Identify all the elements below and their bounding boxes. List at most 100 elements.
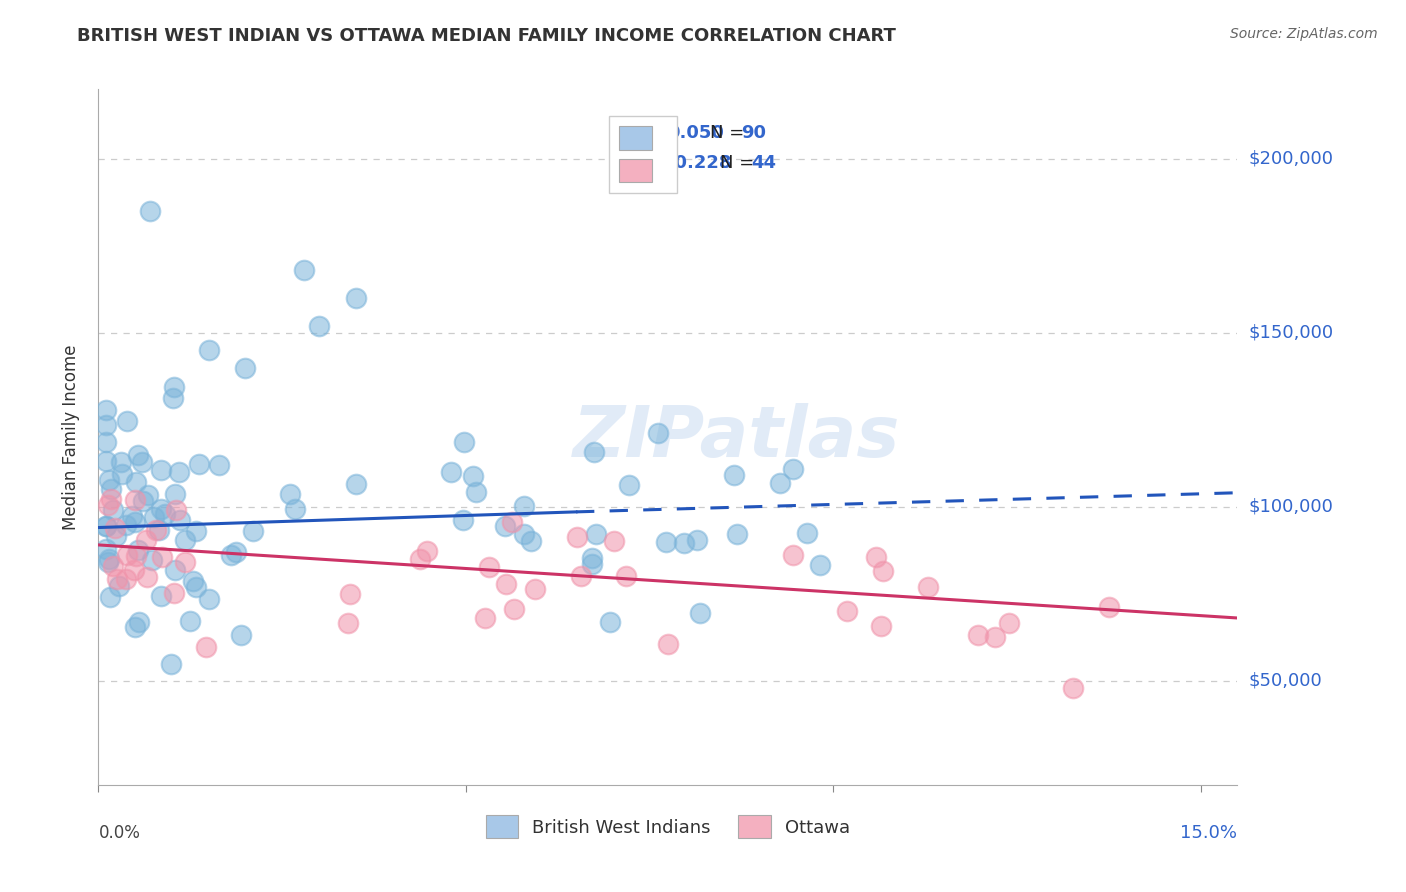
Point xyxy=(998,615,1021,630)
Point xyxy=(150,463,173,477)
Point xyxy=(142,509,165,524)
Legend: British West Indians, Ottawa: British West Indians, Ottawa xyxy=(478,808,858,846)
Point xyxy=(917,580,939,594)
Point xyxy=(520,533,543,548)
Point xyxy=(101,559,124,574)
Point xyxy=(581,551,603,566)
Point xyxy=(229,628,252,642)
Point xyxy=(512,500,534,514)
Point xyxy=(723,468,745,483)
Point xyxy=(148,524,170,538)
Point xyxy=(97,555,120,569)
Point xyxy=(835,604,858,618)
Point xyxy=(495,576,517,591)
Text: 15.0%: 15.0% xyxy=(1180,824,1237,842)
Point xyxy=(127,542,149,557)
Point xyxy=(208,458,231,473)
Point xyxy=(121,509,143,524)
Point xyxy=(796,526,818,541)
Point xyxy=(1098,599,1121,614)
Point xyxy=(686,533,709,547)
Point xyxy=(165,563,187,577)
Point xyxy=(174,555,197,569)
Point xyxy=(181,574,204,588)
Point xyxy=(136,570,159,584)
Point xyxy=(474,611,496,625)
Point xyxy=(966,628,988,642)
Point xyxy=(127,448,149,462)
Point xyxy=(523,582,546,596)
Point xyxy=(108,579,131,593)
Point xyxy=(163,487,186,501)
Point xyxy=(128,615,150,629)
Point xyxy=(135,533,157,548)
Text: ZIPatlas: ZIPatlas xyxy=(572,402,900,472)
Point xyxy=(494,518,516,533)
Point xyxy=(124,515,146,529)
Y-axis label: Median Family Income: Median Family Income xyxy=(62,344,80,530)
Point xyxy=(124,620,146,634)
Point xyxy=(98,473,121,487)
Point xyxy=(97,498,120,512)
Point xyxy=(124,549,146,563)
Text: 44: 44 xyxy=(751,154,776,172)
Point xyxy=(131,455,153,469)
Point xyxy=(105,529,128,543)
Point xyxy=(569,569,592,583)
Text: 0.0%: 0.0% xyxy=(98,824,141,842)
Text: -0.228: -0.228 xyxy=(666,154,731,172)
Point xyxy=(198,592,221,607)
Point xyxy=(501,515,523,529)
Point xyxy=(865,549,887,564)
Point xyxy=(657,637,679,651)
Point xyxy=(461,469,484,483)
Point xyxy=(619,478,641,492)
Point xyxy=(478,560,501,574)
Point xyxy=(465,485,488,500)
Point xyxy=(235,360,257,375)
Point xyxy=(513,526,536,541)
Text: Source: ZipAtlas.com: Source: ZipAtlas.com xyxy=(1230,27,1378,41)
Point xyxy=(165,502,187,516)
Point xyxy=(105,572,128,586)
Point xyxy=(602,534,624,549)
Point xyxy=(96,435,118,450)
Point xyxy=(582,444,605,458)
Point xyxy=(94,519,117,533)
Point xyxy=(115,572,138,586)
Point xyxy=(344,476,367,491)
Text: N =: N = xyxy=(720,154,761,172)
Point xyxy=(197,343,219,357)
Point xyxy=(336,616,359,631)
Point xyxy=(581,558,603,572)
Text: $100,000: $100,000 xyxy=(1249,498,1333,516)
Point xyxy=(169,465,191,479)
Point xyxy=(100,482,122,496)
Point xyxy=(1062,681,1084,695)
Point xyxy=(149,589,172,603)
Text: $150,000: $150,000 xyxy=(1249,324,1333,342)
Point xyxy=(782,462,804,476)
Point xyxy=(115,517,138,532)
Point xyxy=(689,607,711,621)
Point xyxy=(110,467,132,481)
Point xyxy=(160,657,183,671)
Point xyxy=(139,203,162,218)
Point xyxy=(870,619,893,633)
Point xyxy=(145,524,167,538)
Point xyxy=(115,548,138,562)
Text: $200,000: $200,000 xyxy=(1249,150,1333,168)
Point xyxy=(502,601,524,615)
Point xyxy=(136,488,159,502)
Text: R =: R = xyxy=(628,154,666,172)
Point xyxy=(94,542,117,557)
Point xyxy=(149,502,172,516)
Point xyxy=(440,465,463,479)
Text: BRITISH WEST INDIAN VS OTTAWA MEDIAN FAMILY INCOME CORRELATION CHART: BRITISH WEST INDIAN VS OTTAWA MEDIAN FAM… xyxy=(77,27,896,45)
Point xyxy=(808,558,831,573)
Point xyxy=(163,586,186,600)
Point xyxy=(453,435,475,450)
Point xyxy=(672,536,695,550)
Point xyxy=(242,524,264,538)
Point xyxy=(409,552,432,566)
